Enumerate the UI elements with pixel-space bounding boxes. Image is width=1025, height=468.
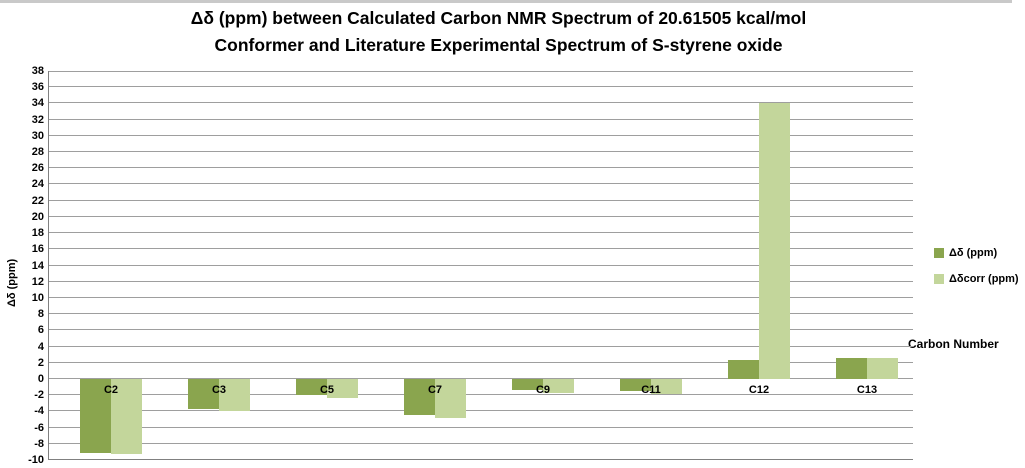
y-tick-label-20: 20	[31, 210, 44, 223]
bar-C9-series0	[512, 378, 543, 391]
y-tick-label--8: -8	[34, 437, 44, 450]
gridline-y--10	[49, 459, 913, 460]
plot-area: C2 C3 C5 C7 C9 C11 C12 C13	[48, 71, 913, 460]
bar-C9-series1	[543, 378, 574, 393]
gridline-y--2	[49, 394, 913, 396]
x-axis-title: Carbon Number	[908, 337, 999, 351]
y-tick-label-32: 32	[31, 113, 44, 126]
y-tick-label-6: 6	[37, 324, 44, 337]
category-label-C9: C9	[535, 383, 551, 396]
gridline-y-8	[49, 313, 913, 315]
y-tick-label--2: -2	[34, 389, 44, 402]
chart-title-line2: Conformer and Literature Experimental Sp…	[214, 35, 783, 55]
legend-label-deltacorr: Δδcorr (ppm)	[949, 273, 1019, 285]
gridline-y--4	[49, 410, 913, 412]
gridline-y-4	[49, 345, 913, 347]
bar-C7-series1	[435, 378, 466, 418]
window-top-border	[0, 0, 1012, 3]
bar-C3-series0	[188, 378, 219, 409]
gridline-y--8	[49, 442, 913, 444]
y-tick-label-10: 10	[31, 291, 44, 304]
category-label-C5: C5	[319, 383, 335, 396]
y-tick-label-38: 38	[31, 65, 44, 77]
gridline-y-10	[49, 296, 913, 298]
y-tick-label-22: 22	[31, 194, 44, 207]
category-label-C7: C7	[427, 383, 443, 396]
gridline-y-32	[49, 118, 913, 120]
gridline-y-2	[49, 361, 913, 363]
gridline-y-0	[49, 377, 913, 379]
bar-C12-series1	[759, 103, 790, 379]
gridline-y-26	[49, 167, 913, 169]
y-tick-label-30: 30	[31, 129, 44, 142]
bar-C2-series1	[111, 378, 142, 455]
category-label-C11: C11	[641, 383, 661, 396]
category-label-C13: C13	[856, 383, 878, 396]
bar-C13-series0	[836, 357, 867, 379]
legend-label-delta: Δδ (ppm)	[949, 247, 998, 259]
y-tick-label-28: 28	[31, 146, 44, 159]
category-label-C2: C2	[103, 383, 119, 396]
gridline-y-38	[49, 71, 913, 72]
y-tick-label-34: 34	[31, 97, 44, 110]
gridline-y-34	[49, 102, 913, 104]
y-tick-label-2: 2	[37, 356, 44, 369]
y-axis-tick-labels: 38 36 34 32 30 28 26 24 22 20 18 16 14 12 10 8 6 4 2 0 -2 -4-…	[0, 65, 44, 466]
gridline-y-22	[49, 199, 913, 201]
bar-C5-series0	[296, 378, 327, 396]
legend-swatch-deltacorr-icon	[934, 274, 944, 284]
chart-title: Δδ (ppm) between Calculated Carbon NMR S…	[70, 5, 927, 59]
chart-title-line1: Δδ (ppm) between Calculated Carbon NMR S…	[190, 8, 807, 28]
y-tick-label-36: 36	[31, 81, 44, 94]
gridline-y-14	[49, 264, 913, 266]
legend-swatch-delta-icon	[934, 248, 944, 258]
y-tick-label-26: 26	[31, 162, 44, 175]
gridline-y-12	[49, 280, 913, 282]
y-tick-label-4: 4	[37, 340, 44, 353]
y-tick-label-0: 0	[37, 372, 44, 385]
y-tick-label-8: 8	[37, 308, 44, 321]
category-label-C3: C3	[211, 383, 227, 396]
bar-C11-series1	[651, 378, 682, 394]
gridline-y-16	[49, 248, 913, 250]
y-tick-label--4: -4	[34, 405, 44, 418]
y-tick-label-18: 18	[31, 227, 44, 240]
gridline-y-18	[49, 232, 913, 234]
bar-C5-series1	[327, 378, 358, 398]
gridline-y-20	[49, 215, 913, 217]
y-tick-label--6: -6	[34, 421, 44, 434]
y-tick-label-16: 16	[31, 243, 44, 256]
gridline-y-6	[49, 329, 913, 331]
gridline-y-28	[49, 151, 913, 153]
y-tick-label--10: -10	[28, 454, 44, 466]
bar-C3-series1	[219, 378, 250, 412]
bar-C2-series0	[80, 378, 111, 453]
legend-entry-deltacorr[interactable]: Δδcorr (ppm)	[934, 273, 1019, 285]
bar-C12-series0	[728, 360, 759, 379]
gridline-y-36	[49, 86, 913, 88]
y-tick-label-24: 24	[31, 178, 44, 191]
gridline-y--6	[49, 426, 913, 428]
bar-C11-series0	[620, 378, 651, 392]
gridline-y-24	[49, 183, 913, 185]
bar-C13-series1	[867, 357, 898, 379]
category-label-C12: C12	[748, 383, 770, 396]
y-tick-label-12: 12	[31, 275, 44, 288]
legend-entry-delta[interactable]: Δδ (ppm)	[934, 247, 1019, 259]
y-tick-label-14: 14	[31, 259, 44, 272]
gridline-y-30	[49, 134, 913, 136]
legend: Δδ (ppm) Δδcorr (ppm)	[934, 247, 1019, 299]
bar-C7-series0	[404, 378, 435, 415]
